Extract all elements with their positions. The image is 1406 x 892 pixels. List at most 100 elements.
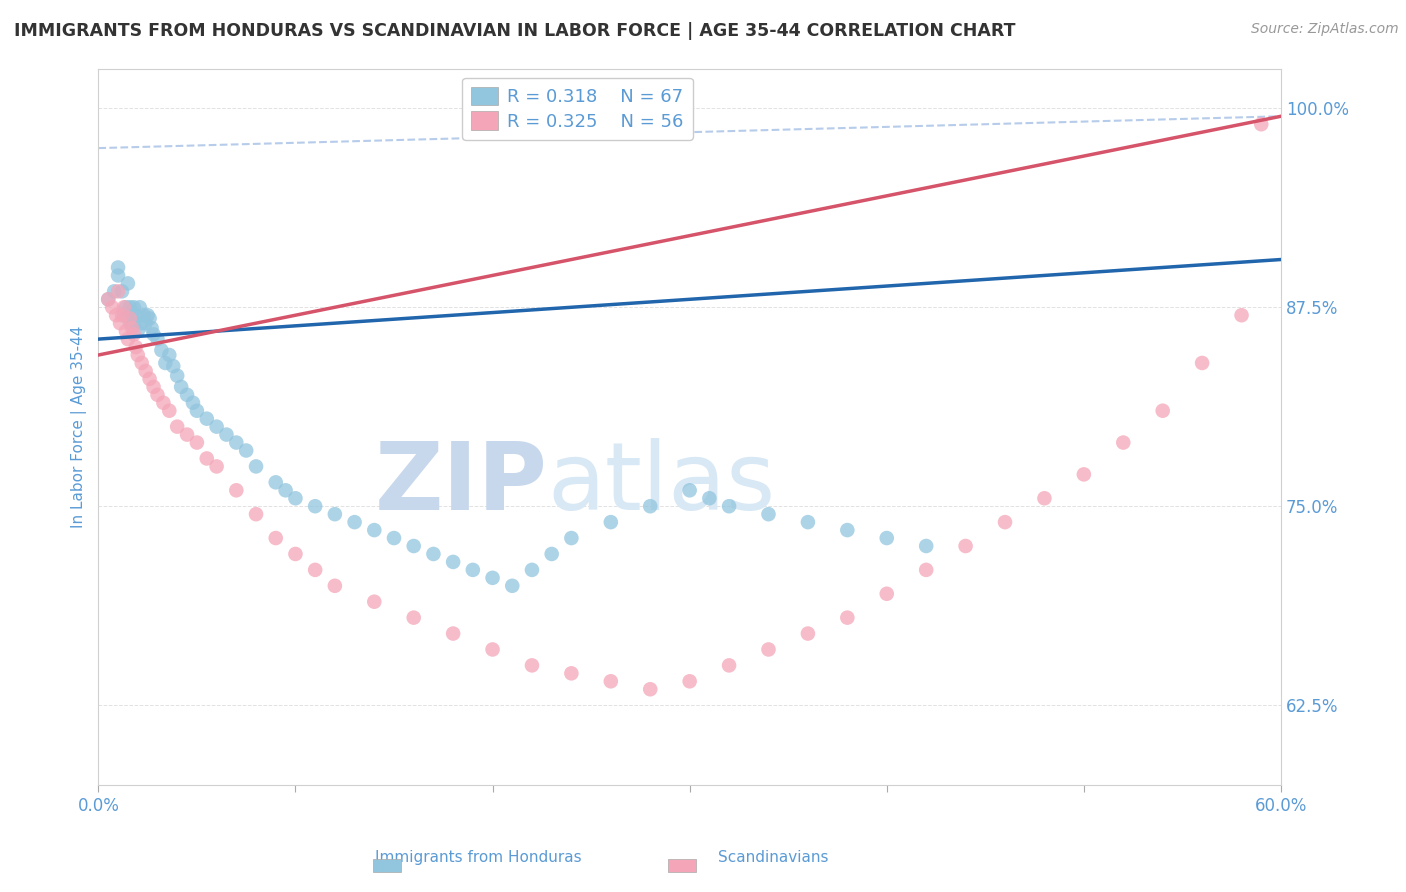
Point [131, 356, 153, 370]
Point [121, 308, 143, 322]
Point [560, 531, 582, 545]
Y-axis label: In Labor Force | Age 35-44: In Labor Force | Age 35-44 [72, 326, 87, 528]
Point [135, 364, 157, 378]
Point [284, 491, 307, 506]
Point [1152, 403, 1174, 417]
Point [195, 411, 218, 425]
Text: Immigrants from Honduras: Immigrants from Honduras [375, 850, 581, 865]
Point [146, 388, 169, 402]
Point [797, 626, 820, 640]
Point [111, 285, 134, 299]
Point [141, 321, 163, 335]
Point [915, 563, 938, 577]
Point [441, 626, 464, 640]
Point [402, 610, 425, 624]
Point [181, 396, 204, 410]
Point [131, 316, 153, 330]
Point [323, 507, 346, 521]
Point [520, 658, 543, 673]
Point [994, 515, 1017, 529]
Point [97, 293, 120, 307]
Point [876, 587, 898, 601]
Point [138, 372, 160, 386]
Point [638, 682, 661, 697]
Point [264, 531, 287, 545]
Point [343, 515, 366, 529]
Point [107, 268, 129, 283]
Point [155, 356, 177, 370]
Point [1191, 356, 1213, 370]
Point [105, 308, 128, 322]
Text: Source: ZipAtlas.com: Source: ZipAtlas.com [1251, 22, 1399, 37]
Point [679, 674, 702, 689]
Point [481, 642, 503, 657]
Point [215, 427, 238, 442]
Point [638, 500, 661, 514]
Point [127, 348, 149, 362]
Point [112, 308, 135, 322]
Text: ZIP: ZIP [375, 438, 548, 530]
Point [264, 475, 287, 490]
Point [560, 666, 582, 681]
Point [118, 300, 141, 314]
Point [107, 285, 129, 299]
Point [122, 316, 145, 330]
Point [837, 610, 859, 624]
Text: atlas: atlas [548, 438, 776, 530]
Point [195, 451, 218, 466]
Point [170, 380, 193, 394]
Point [402, 539, 425, 553]
Point [876, 531, 898, 545]
Point [138, 311, 160, 326]
Point [718, 658, 741, 673]
Point [117, 277, 139, 291]
Point [166, 368, 188, 383]
Point [1033, 491, 1056, 506]
Point [127, 324, 149, 338]
Point [274, 483, 297, 498]
Point [136, 308, 159, 322]
Point [111, 308, 134, 322]
Point [304, 563, 326, 577]
Point [501, 579, 523, 593]
Point [382, 531, 405, 545]
Point [1230, 308, 1253, 322]
Point [142, 380, 165, 394]
Point [97, 293, 120, 307]
Point [157, 348, 180, 362]
Point [132, 308, 155, 322]
Point [157, 403, 180, 417]
Point [461, 563, 484, 577]
Point [481, 571, 503, 585]
Point [108, 316, 131, 330]
Point [837, 523, 859, 537]
Point [146, 332, 169, 346]
Point [122, 327, 145, 342]
Point [679, 483, 702, 498]
Point [186, 435, 208, 450]
Point [135, 316, 157, 330]
Point [125, 340, 148, 354]
Point [128, 300, 150, 314]
Point [284, 547, 307, 561]
Point [225, 435, 247, 450]
Point [1073, 467, 1095, 482]
Point [115, 300, 138, 314]
Point [599, 515, 621, 529]
Point [797, 515, 820, 529]
Point [117, 308, 139, 322]
Point [245, 459, 267, 474]
Point [363, 595, 385, 609]
Text: Scandinavians: Scandinavians [718, 850, 828, 865]
Point [162, 359, 184, 373]
Point [758, 507, 780, 521]
Point [152, 396, 174, 410]
Point [176, 388, 198, 402]
Point [118, 316, 141, 330]
Point [235, 443, 257, 458]
Point [125, 308, 148, 322]
Point [304, 500, 326, 514]
Point [758, 642, 780, 657]
Point [205, 459, 228, 474]
Point [323, 579, 346, 593]
